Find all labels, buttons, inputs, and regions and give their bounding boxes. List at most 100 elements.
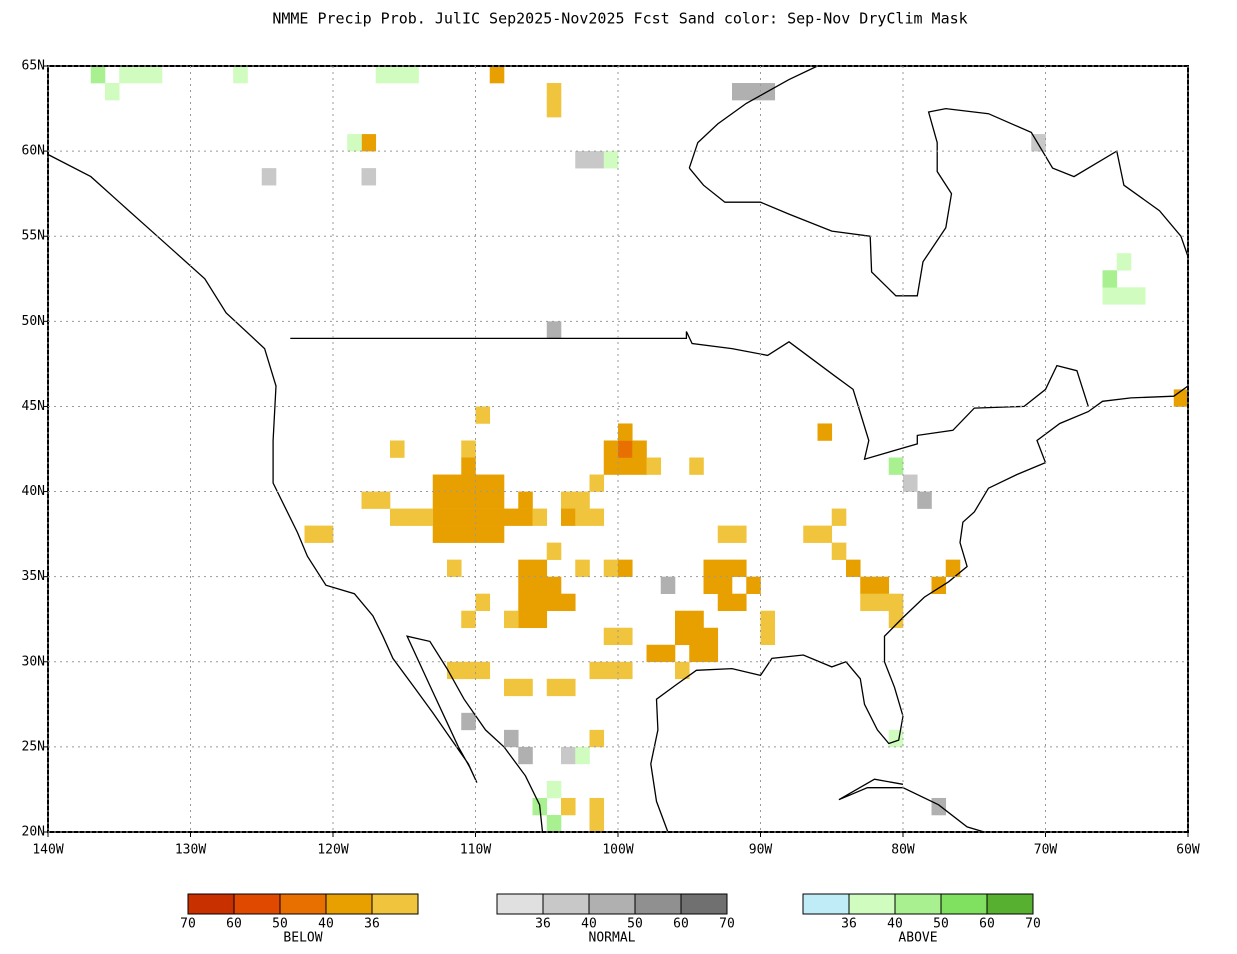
prob-cell	[546, 542, 562, 560]
prob-cell	[575, 508, 590, 526]
prob-cell	[147, 66, 163, 84]
prob-cell	[888, 593, 904, 612]
prob-cell	[432, 474, 448, 492]
prob-cell	[504, 729, 519, 748]
lat-tick-label: 55N	[22, 229, 45, 244]
prob-cell	[233, 66, 248, 84]
prob-cell	[589, 814, 605, 833]
prob-cell	[675, 610, 690, 629]
prob-cell	[546, 321, 562, 339]
prob-cell	[561, 797, 576, 816]
legend-tick-label: 36	[841, 917, 857, 932]
prob-cell	[703, 559, 719, 577]
prob-cell	[603, 457, 619, 475]
prob-cell	[518, 491, 533, 509]
prob-cell	[874, 593, 890, 612]
map-title: NMME Precip Prob. JulIC Sep2025-Nov2025 …	[272, 10, 967, 28]
prob-cell	[504, 508, 519, 526]
legend-swatch	[496, 893, 544, 915]
prob-cell	[546, 780, 562, 799]
legend-tick-label: 40	[581, 917, 597, 932]
prob-cell	[860, 576, 875, 594]
prob-cell	[618, 627, 633, 646]
prob-cell	[475, 661, 491, 680]
lat-tick-label: 60N	[22, 144, 45, 159]
prob-cell	[660, 644, 676, 663]
legend-swatch	[634, 893, 682, 915]
prob-cell	[475, 508, 491, 526]
prob-cell	[489, 66, 505, 84]
legend-swatch	[894, 893, 942, 915]
prob-cell	[475, 474, 491, 492]
prob-cell	[461, 457, 476, 475]
prob-cell	[432, 508, 448, 526]
prob-cell	[461, 610, 476, 629]
legend-label: BELOW	[283, 931, 322, 946]
prob-cell	[760, 610, 776, 629]
prob-cell	[546, 593, 562, 612]
prob-cell	[603, 627, 619, 646]
prob-cell	[561, 491, 576, 509]
prob-cell	[888, 729, 904, 748]
prob-cell	[418, 508, 434, 526]
prob-cell	[133, 66, 149, 84]
prob-cell	[632, 457, 647, 475]
prob-cell	[618, 423, 633, 441]
prob-cell	[618, 559, 633, 577]
prob-cell	[703, 576, 719, 594]
prob-cell	[347, 134, 362, 152]
legend-swatch	[371, 893, 419, 915]
prob-cell	[546, 83, 562, 101]
lat-tick-label: 20N	[22, 825, 45, 840]
lat-tick-label: 25N	[22, 739, 45, 754]
prob-cell	[618, 661, 633, 680]
prob-cell	[1102, 270, 1118, 288]
prob-cell	[447, 525, 462, 543]
prob-cell	[489, 491, 505, 509]
legend-swatch	[588, 893, 636, 915]
prob-cell	[689, 457, 704, 475]
prob-cell	[1116, 287, 1132, 305]
lon-tick-label: 90W	[749, 843, 773, 858]
legend-tick-label: 36	[364, 917, 380, 932]
legend-swatch	[233, 893, 281, 915]
legend-tick-label: 60	[226, 917, 242, 932]
legend-tick-label: 70	[1025, 917, 1041, 932]
prob-cell	[903, 474, 918, 492]
prob-cell	[732, 593, 747, 612]
prob-cell	[390, 508, 405, 526]
prob-cell	[461, 491, 476, 509]
prob-cell	[732, 83, 747, 101]
prob-cell	[646, 457, 662, 475]
prob-cell	[803, 525, 818, 543]
prob-cell	[518, 678, 533, 697]
lon-tick-label: 100W	[602, 843, 633, 858]
legend-tick-label: 60	[673, 917, 689, 932]
prob-cell	[817, 423, 833, 441]
prob-cell	[675, 627, 690, 646]
legend-swatch	[986, 893, 1034, 915]
prob-cell	[461, 508, 476, 526]
prob-cell	[489, 474, 505, 492]
prob-cell	[689, 610, 704, 629]
lat-tick-label: 40N	[22, 484, 45, 499]
lon-tick-label: 140W	[32, 843, 63, 858]
prob-cell	[461, 712, 476, 731]
prob-cell	[475, 406, 491, 424]
prob-cell	[1102, 287, 1118, 305]
legend-tick-label: 50	[933, 917, 949, 932]
prob-cell	[504, 610, 519, 629]
prob-cell	[546, 576, 562, 594]
prob-cell	[304, 525, 320, 543]
prob-cell	[461, 474, 476, 492]
legend-swatch	[848, 893, 896, 915]
prob-cell	[561, 593, 576, 612]
prob-cell	[318, 525, 334, 543]
prob-cell	[361, 168, 377, 186]
prob-cell	[746, 576, 761, 594]
legend-tick-label: 50	[627, 917, 643, 932]
prob-cell	[105, 83, 120, 101]
coastline	[650, 385, 1189, 833]
lat-tick-label: 35N	[22, 569, 45, 584]
prob-cell	[532, 610, 548, 629]
